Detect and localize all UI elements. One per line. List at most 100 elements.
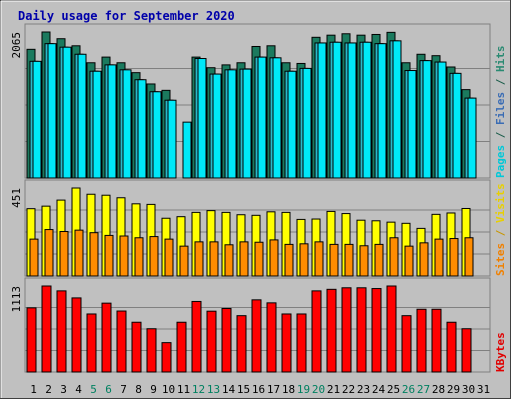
bar-visits-sites-21 [329, 243, 339, 277]
bar-visits-sites-12 [194, 241, 204, 277]
legend-hits: Pages / Files / Hits [494, 46, 507, 179]
max-label-visits: 451 [10, 188, 23, 208]
bar-visits-sites-19 [299, 243, 309, 277]
bar-kbytes-kbytes-5 [86, 313, 97, 373]
bar-visits-sites-22 [344, 243, 354, 277]
bar-kbytes-kbytes-30 [461, 328, 472, 373]
bar-visits-sites-30 [464, 237, 474, 277]
bar-visits-sites-7 [119, 235, 129, 277]
bar-hits-pages-6 [107, 64, 117, 179]
legend-hits-part-3: / [494, 72, 507, 92]
legend-visits-part-0: Sites [494, 243, 507, 276]
legend-kbytes-part-0: KBytes [494, 332, 507, 372]
bar-kbytes-kbytes-21 [326, 288, 337, 373]
legend-visits: Sites / Visits [494, 183, 507, 276]
bar-kbytes-kbytes-22 [341, 287, 352, 373]
bar-visits-sites-20 [314, 241, 324, 277]
bar-kbytes-kbytes-25 [386, 285, 397, 373]
bar-kbytes-kbytes-9 [146, 328, 157, 373]
bar-hits-pages-12 [197, 58, 207, 179]
bar-hits-pages-25 [392, 40, 402, 179]
bar-kbytes-kbytes-17 [266, 302, 277, 373]
x-tick-28: 28 [432, 383, 445, 396]
x-tick-20: 20 [312, 383, 325, 396]
bar-kbytes-kbytes-10 [161, 342, 172, 373]
bar-kbytes-kbytes-20 [311, 290, 322, 373]
x-tick-17: 17 [267, 383, 280, 396]
bar-visits-sites-17 [269, 239, 279, 277]
bar-visits-sites-1 [29, 238, 39, 277]
bar-kbytes-kbytes-23 [356, 287, 367, 373]
bar-hits-pages-19 [302, 67, 312, 179]
legend-hits-part-0: Pages [494, 145, 507, 178]
bar-visits-sites-28 [434, 238, 444, 277]
legend-visits-part-1: / [494, 223, 507, 243]
x-tick-3: 3 [60, 383, 67, 396]
bar-visits-sites-11 [179, 245, 189, 277]
bar-visits-sites-6 [104, 234, 114, 277]
chart-panels: 2065 Pages / Files / Hits 451 Sites / Visit… [10, 23, 507, 373]
bar-visits-sites-5 [89, 232, 99, 277]
bar-kbytes-kbytes-2 [41, 285, 52, 373]
bar-visits-sites-18 [284, 243, 294, 277]
legend-hits-part-4: Hits [494, 46, 507, 73]
bar-hits-pages-11 [182, 121, 192, 179]
bar-hits-pages-13 [212, 73, 222, 179]
x-tick-2: 2 [45, 383, 52, 396]
bar-hits-pages-16 [257, 56, 267, 179]
bar-hits-pages-21 [332, 41, 342, 179]
bar-kbytes-kbytes-12 [191, 300, 202, 373]
x-tick-29: 29 [447, 383, 460, 396]
x-tick-27: 27 [417, 383, 430, 396]
bar-kbytes-kbytes-6 [101, 302, 112, 373]
chart-title: Daily usage for September 2020 [18, 9, 235, 23]
x-tick-11: 11 [177, 383, 190, 396]
bar-hits-pages-1 [32, 60, 42, 179]
bar-kbytes-kbytes-8 [131, 321, 142, 373]
bar-kbytes-kbytes-27 [416, 308, 427, 373]
legend-kbytes: KBytes [494, 332, 507, 372]
x-tick-10: 10 [162, 383, 175, 396]
x-tick-22: 22 [342, 383, 355, 396]
bar-hits-pages-17 [272, 57, 282, 179]
x-tick-5: 5 [90, 383, 97, 396]
x-tick-19: 19 [297, 383, 310, 396]
x-tick-7: 7 [120, 383, 127, 396]
x-tick-1: 1 [30, 383, 37, 396]
bar-hits-pages-18 [287, 70, 297, 179]
panel-visits: 451 Sites / Visits [10, 179, 507, 277]
bar-kbytes-kbytes-14 [221, 307, 232, 373]
bar-kbytes-kbytes-16 [251, 299, 262, 373]
bar-hits-pages-27 [422, 60, 432, 179]
bar-visits-sites-3 [59, 231, 69, 277]
x-tick-4: 4 [75, 383, 82, 396]
bar-hits-pages-7 [122, 69, 132, 179]
legend-visits-part-2: Visits [494, 183, 507, 223]
bar-visits-sites-4 [74, 229, 84, 277]
legend-hits-part-1: / [494, 125, 507, 145]
bar-hits-pages-9 [152, 91, 162, 179]
panel-kbytes: 1113 KBytes [10, 277, 507, 373]
bar-visits-sites-16 [254, 241, 264, 277]
x-tick-8: 8 [135, 383, 142, 396]
bar-visits-sites-2 [44, 229, 54, 277]
bar-hits-pages-29 [452, 72, 462, 179]
x-tick-25: 25 [387, 383, 400, 396]
bar-hits-pages-26 [407, 70, 417, 179]
bar-hits-pages-2 [47, 43, 57, 179]
bar-visits-sites-9 [149, 236, 159, 277]
bar-kbytes-kbytes-19 [296, 313, 307, 373]
bar-hits-pages-15 [242, 68, 252, 179]
bar-kbytes-kbytes-15 [236, 315, 247, 373]
bar-hits-pages-24 [377, 43, 387, 179]
x-tick-6: 6 [105, 383, 112, 396]
bar-kbytes-kbytes-13 [206, 310, 217, 373]
bar-visits-sites-25 [389, 237, 399, 277]
x-tick-18: 18 [282, 383, 295, 396]
x-tick-23: 23 [357, 383, 370, 396]
bar-hits-pages-22 [347, 42, 357, 179]
bar-kbytes-kbytes-3 [56, 290, 67, 373]
x-tick-24: 24 [372, 383, 386, 396]
x-tick-21: 21 [327, 383, 340, 396]
